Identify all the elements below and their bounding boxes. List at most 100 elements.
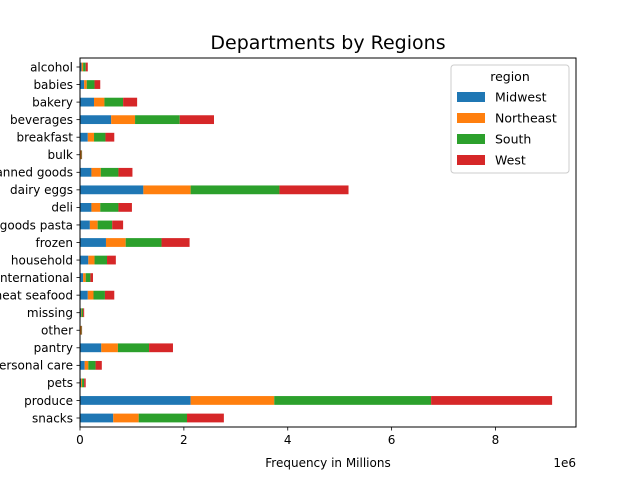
- bar-international-northeast: [83, 273, 86, 282]
- bar-personal-care-south: [88, 360, 96, 370]
- bar-bakery-west: [123, 97, 138, 107]
- x-axis-ticks: 0 2 4 6 8: [76, 427, 499, 447]
- y-tick-label-bulk: bulk: [47, 148, 73, 162]
- plot-frame: [79, 57, 577, 428]
- bar-frozen-west: [161, 238, 190, 247]
- bar-alcohol-south: [83, 62, 86, 72]
- bar-missing-south: [81, 308, 84, 318]
- legend-label-northeast: Northeast: [495, 111, 557, 126]
- bar-household-northeast: [88, 255, 95, 265]
- bar-snacks-northeast: [113, 413, 139, 423]
- bar-deli-south: [100, 203, 119, 212]
- bar-frozen-midwest: [80, 238, 106, 247]
- bar-snacks-midwest: [80, 413, 114, 423]
- bar-meat-seafood-west: [104, 290, 115, 300]
- legend-label-west: West: [495, 153, 526, 168]
- bar-bulk-west: [81, 150, 83, 160]
- bar-international-midwest: [80, 273, 84, 282]
- bar-babies-west: [94, 80, 101, 89]
- y-tick-label-missing: missing: [27, 306, 73, 320]
- bar-other-west: [81, 325, 83, 335]
- bar-meat-seafood-south: [93, 290, 105, 300]
- y-tick-label-babies: babies: [33, 78, 73, 92]
- bar-dry-goods-pasta-midwest: [80, 220, 90, 230]
- legend: region Midwest Northeast South West: [450, 64, 570, 174]
- legend-swatch-west: [457, 155, 485, 165]
- y-tick-label-alcohol: alcohol: [30, 60, 73, 74]
- bar-produce-midwest: [80, 396, 191, 405]
- bar-international-south: [85, 273, 91, 282]
- y-tick-label-personal-care: personal care: [0, 359, 73, 373]
- bar-alcohol-midwest: [80, 62, 82, 72]
- y-tick-label-snacks: snacks: [32, 411, 73, 425]
- y-tick-label-international: international: [0, 271, 73, 285]
- chart-title: Departments by Regions: [210, 32, 445, 54]
- bar-bulk-south: [81, 150, 82, 160]
- y-tick-label-meat-seafood: meat seafood: [0, 288, 73, 302]
- bar-other-south: [81, 325, 82, 335]
- bar-beverages-midwest: [80, 115, 112, 125]
- bar-canned-goods-south: [100, 167, 119, 177]
- bar-meat-seafood-midwest: [80, 290, 88, 300]
- bar-produce-south: [274, 396, 432, 405]
- bars-group: [80, 62, 553, 423]
- legend-label-south: South: [495, 132, 531, 147]
- bar-deli-northeast: [91, 203, 101, 212]
- bar-dairy-eggs-northeast: [143, 185, 191, 195]
- legend-swatch-midwest: [457, 92, 485, 102]
- bar-pantry-northeast: [101, 343, 118, 353]
- y-tick-label-pantry: pantry: [34, 341, 73, 355]
- bar-missing-west: [83, 308, 85, 318]
- bar-personal-care-west: [95, 360, 102, 370]
- bar-dry-goods-pasta-west: [112, 220, 124, 230]
- bar-canned-goods-west: [118, 167, 133, 177]
- y-tick-label-household: household: [11, 253, 73, 267]
- y-tick-label-dairy-eggs: dairy eggs: [10, 183, 73, 197]
- bar-pets-south: [82, 378, 85, 388]
- y-tick-label-other: other: [41, 324, 73, 338]
- bar-beverages-south: [135, 115, 180, 125]
- bar-meat-seafood-northeast: [87, 290, 94, 300]
- bar-babies-northeast: [84, 80, 87, 89]
- y-tick-label-frozen: frozen: [35, 236, 73, 250]
- bar-bulk-northeast: [80, 150, 82, 160]
- bar-bakery-south: [104, 97, 124, 107]
- y-tick-label-canned-goods: canned goods: [0, 166, 73, 180]
- bar-frozen-northeast: [105, 238, 126, 247]
- legend-label-midwest: Midwest: [495, 90, 547, 105]
- bar-personal-care-northeast: [84, 360, 89, 370]
- bar-babies-midwest: [80, 80, 85, 89]
- bar-bakery-northeast: [94, 97, 105, 107]
- bar-household-midwest: [80, 255, 89, 265]
- x-tick-label-8: 8: [492, 433, 500, 447]
- bar-dairy-eggs-west: [279, 185, 349, 195]
- bar-canned-goods-midwest: [80, 167, 92, 177]
- x-axis-title: Frequency in Millions: [265, 456, 390, 470]
- bar-international-west: [90, 273, 93, 282]
- bar-deli-west: [118, 203, 132, 212]
- legend-swatch-northeast: [457, 113, 485, 123]
- bar-snacks-south: [138, 413, 187, 423]
- bar-pets-northeast: [81, 378, 83, 388]
- y-tick-label-dry-goods-pasta: dry goods pasta: [0, 218, 73, 232]
- bar-canned-goods-northeast: [91, 167, 101, 177]
- bar-frozen-south: [125, 238, 162, 247]
- x-tick-label-6: 6: [388, 433, 396, 447]
- bar-missing-midwest: [80, 308, 82, 318]
- bar-deli-midwest: [80, 203, 92, 212]
- bar-household-south: [94, 255, 107, 265]
- bar-dry-goods-pasta-northeast: [89, 220, 98, 230]
- bar-produce-west: [431, 396, 553, 405]
- bar-alcohol-west: [85, 62, 88, 72]
- bar-breakfast-south: [94, 132, 106, 142]
- y-tick-label-pets: pets: [47, 376, 73, 390]
- bar-snacks-west: [186, 413, 224, 423]
- y-tick-label-beverages: beverages: [10, 113, 73, 127]
- bar-dry-goods-pasta-south: [97, 220, 113, 230]
- bar-breakfast-northeast: [87, 132, 95, 142]
- bar-pets-midwest: [80, 378, 82, 388]
- bar-household-west: [107, 255, 116, 265]
- bar-produce-northeast: [190, 396, 275, 405]
- x-axis-offset-label: 1e6: [553, 456, 576, 470]
